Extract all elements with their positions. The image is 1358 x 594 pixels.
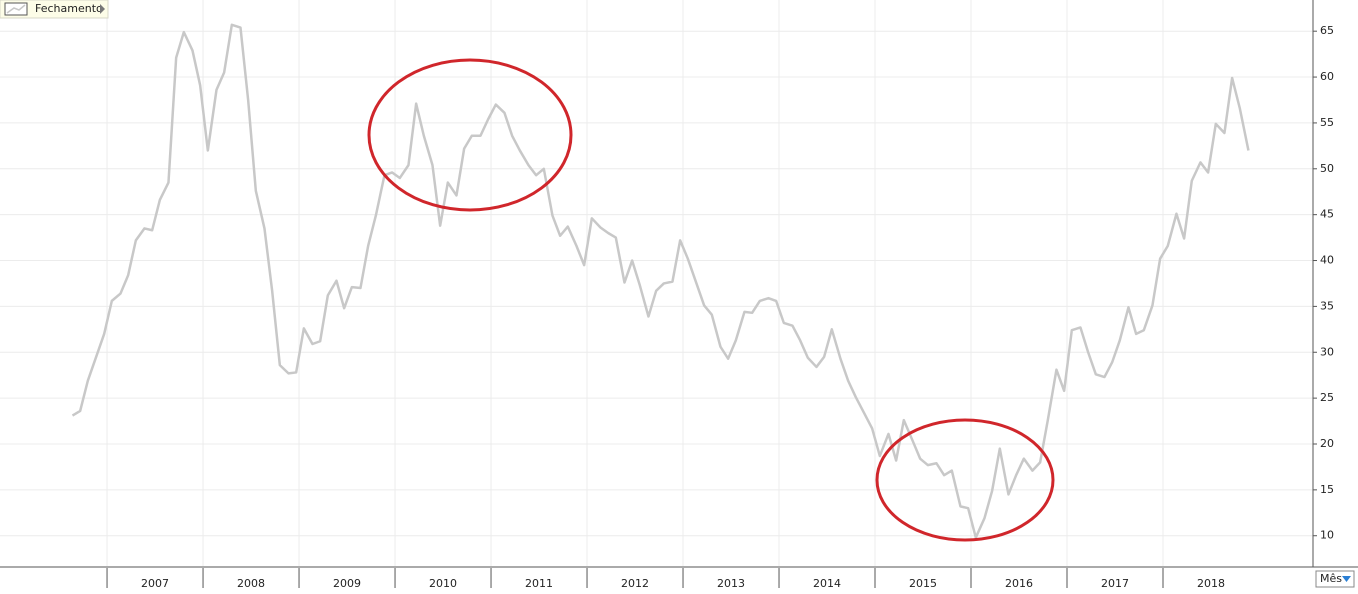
y-tick-label: 20 xyxy=(1320,437,1334,450)
y-tick-label: 35 xyxy=(1320,299,1334,312)
highlight-ellipse xyxy=(875,418,1055,542)
y-tick-label: 65 xyxy=(1320,24,1334,37)
x-tick-label: 2014 xyxy=(813,577,841,590)
period-selector[interactable]: Mês xyxy=(1315,570,1355,588)
series-line xyxy=(71,23,1250,539)
grid-layer xyxy=(0,0,1313,566)
x-tick-label: 2011 xyxy=(525,577,553,590)
y-tick-label: 40 xyxy=(1320,254,1334,267)
period-label: Mês xyxy=(1320,572,1342,585)
highlight-ellipse xyxy=(367,58,573,212)
period-box xyxy=(1315,570,1355,588)
legend-icon-line xyxy=(6,4,26,14)
y-tick-label: 25 xyxy=(1320,391,1334,404)
x-tick-label: 2018 xyxy=(1197,577,1225,590)
y-tick-label: 45 xyxy=(1320,208,1334,221)
x-tick-label: 2013 xyxy=(717,577,745,590)
x-tick-label: 2012 xyxy=(621,577,649,590)
x-tick-label: 2010 xyxy=(429,577,457,590)
x-axis-band xyxy=(0,566,1358,594)
period-arrow xyxy=(1342,576,1351,582)
y-tick-label: 55 xyxy=(1320,116,1334,129)
legend: Fechamento xyxy=(0,0,109,19)
x-tick-label: 2016 xyxy=(1005,577,1033,590)
y-tick-label: 10 xyxy=(1320,529,1334,542)
x-tick-label: 2009 xyxy=(333,577,361,590)
legend-arrow xyxy=(100,4,105,14)
x-tick-label: 2017 xyxy=(1101,577,1129,590)
y-tick-label: 60 xyxy=(1320,70,1334,83)
legend-label: Fechamento xyxy=(35,2,103,15)
y-tick-label: 50 xyxy=(1320,162,1334,175)
y-tick-label: 30 xyxy=(1320,345,1334,358)
x-tick-label: 2008 xyxy=(237,577,265,590)
x-tick-label: 2015 xyxy=(909,577,937,590)
x-tick-label: 2007 xyxy=(141,577,169,590)
y-tick-label: 15 xyxy=(1320,483,1334,496)
